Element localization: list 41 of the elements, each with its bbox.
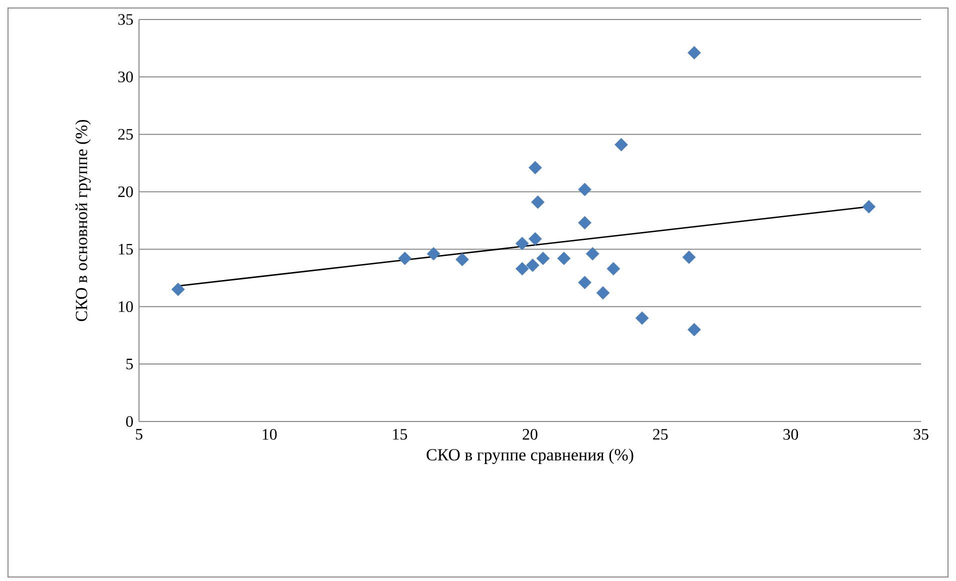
point <box>606 262 620 276</box>
point <box>171 282 185 296</box>
point <box>862 200 876 214</box>
point <box>531 195 545 209</box>
y-tick-label: 5 <box>126 358 133 370</box>
point <box>536 252 550 266</box>
point <box>578 216 592 230</box>
point <box>688 322 701 336</box>
point <box>515 236 529 250</box>
point <box>515 262 529 276</box>
point <box>528 160 542 174</box>
y-tick-label: 30 <box>118 72 133 82</box>
x-tick-label: 10 <box>262 429 277 440</box>
point <box>557 252 571 266</box>
x-tick-label: 15 <box>393 429 408 440</box>
point <box>682 250 696 264</box>
x-tick-label: 25 <box>653 429 668 440</box>
y-tick-label: 15 <box>118 244 133 255</box>
x-tick-label: 35 <box>914 429 928 440</box>
y-tick-label: 35 <box>118 14 133 25</box>
point <box>528 232 542 246</box>
y-tick-label: 10 <box>118 301 133 312</box>
y-axis-title: СКО в основной группе (%) <box>75 120 91 322</box>
point <box>398 252 412 266</box>
point <box>635 311 649 325</box>
x-tick-label: 30 <box>783 429 798 440</box>
x-axis-title: СКО в группе сравнения (%) <box>426 448 634 464</box>
point <box>578 276 592 290</box>
point <box>596 286 610 300</box>
y-tick-label: 25 <box>118 128 133 140</box>
point <box>614 138 628 152</box>
point <box>526 258 540 272</box>
point <box>578 182 592 196</box>
point <box>456 252 469 266</box>
x-tick-label: 20 <box>522 429 538 440</box>
point <box>586 247 600 260</box>
x-tick-label: 5 <box>136 429 142 440</box>
y-tick-label: 20 <box>118 186 133 198</box>
point <box>426 247 440 260</box>
point <box>688 46 701 60</box>
y-tick-label: 0 <box>126 416 133 427</box>
